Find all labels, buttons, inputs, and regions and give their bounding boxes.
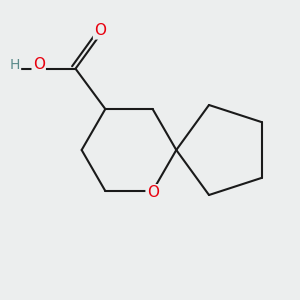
Text: O: O: [94, 23, 106, 38]
Text: H: H: [10, 58, 20, 71]
Text: O: O: [147, 185, 159, 200]
Text: O: O: [33, 57, 45, 72]
